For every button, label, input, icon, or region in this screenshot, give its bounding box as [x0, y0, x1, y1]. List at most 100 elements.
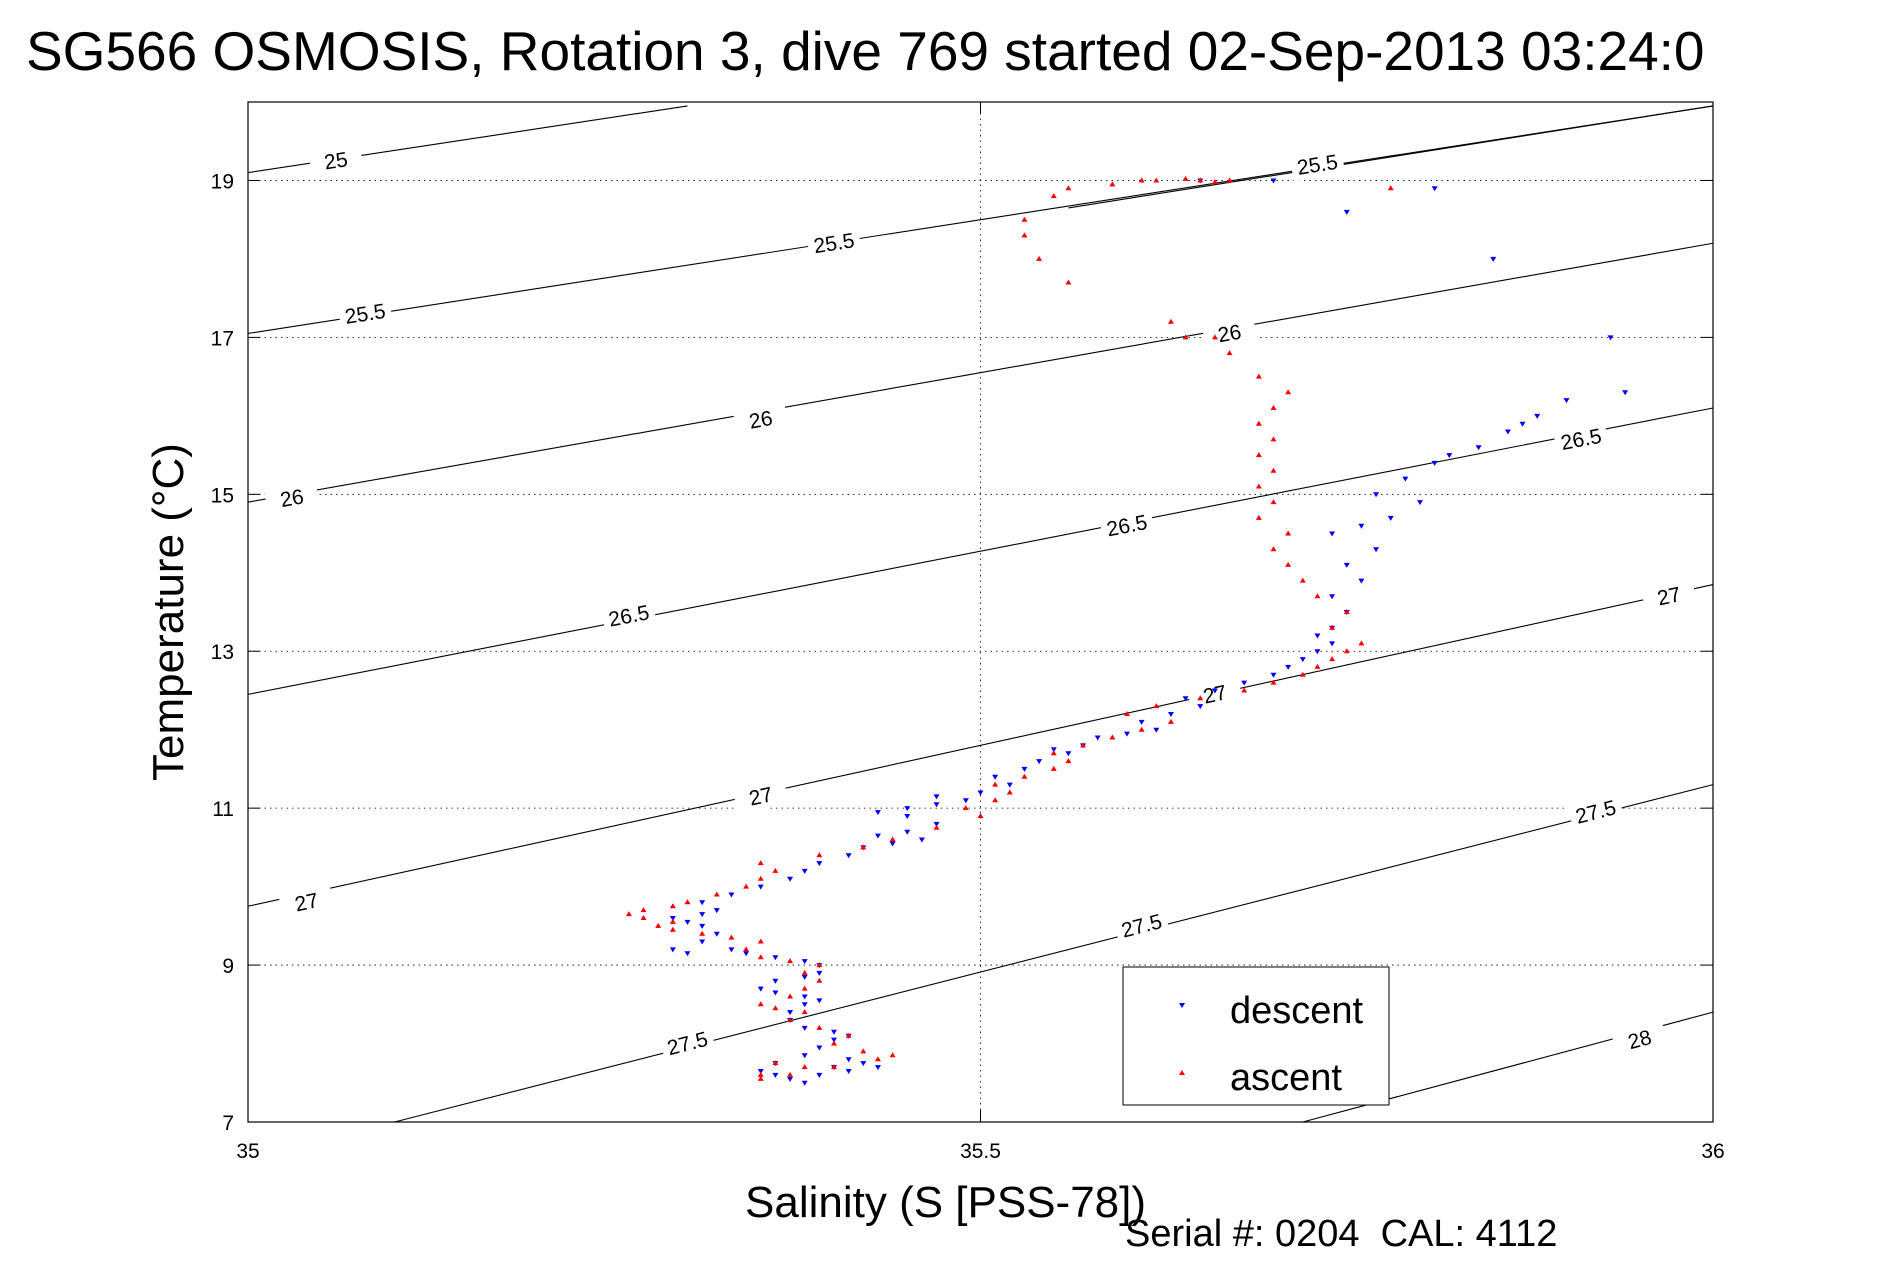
ascent-point	[1270, 436, 1277, 442]
ascent-point	[743, 946, 750, 952]
ascent-point	[1299, 671, 1306, 677]
contour-label: 27.5	[665, 1028, 710, 1060]
descent-point	[801, 1080, 808, 1086]
descent-point	[1050, 747, 1057, 753]
descent-point	[1417, 500, 1423, 506]
ascent-point	[757, 875, 764, 881]
descent-point	[1402, 476, 1409, 482]
descent-point	[874, 810, 881, 816]
ascent-point	[1226, 177, 1233, 183]
descent-point	[1373, 492, 1380, 498]
contour-label-mask	[732, 402, 789, 438]
ascent-point	[1211, 334, 1218, 340]
descent-point	[757, 986, 764, 992]
descent-point	[1065, 751, 1072, 757]
descent-point	[1314, 649, 1321, 655]
y-tick-label: 7	[222, 1112, 234, 1135]
descent-series	[669, 178, 1629, 1086]
ascent-point	[713, 891, 720, 897]
contour-line-27-5	[394, 784, 1714, 1123]
descent-point	[1431, 460, 1438, 466]
y-axis-label: Temperature (°C)	[144, 443, 193, 781]
ascent-point	[1065, 758, 1072, 764]
y-axis-ticks: 7 9 11 13 15 17 19	[211, 170, 1713, 1135]
descent-point	[1519, 421, 1526, 427]
ascent-point	[757, 1001, 764, 1007]
descent-point	[1211, 688, 1218, 694]
descent-point	[1475, 445, 1482, 451]
ascent-point	[684, 899, 691, 905]
ascent-point	[801, 1064, 808, 1070]
y-tick-label: 13	[211, 641, 234, 664]
ascent-point	[992, 797, 999, 803]
descent-point	[1138, 719, 1145, 725]
descent-point	[874, 833, 881, 839]
ascent-point	[1138, 177, 1145, 183]
ascent-point	[1197, 695, 1204, 701]
descent-point	[801, 994, 808, 1000]
legend-ascent-label: ascent	[1230, 1057, 1342, 1099]
ascent-point	[1255, 452, 1262, 458]
descent-point	[816, 861, 823, 867]
y-tick-label: 11	[212, 798, 234, 821]
ascent-point	[889, 836, 896, 842]
legend-ascent-marker	[1179, 1070, 1185, 1075]
descent-point	[1358, 578, 1365, 584]
ascent-point	[1050, 193, 1057, 199]
descent-point	[831, 1037, 837, 1043]
ascent-point	[933, 824, 940, 830]
contour-label-mask	[1186, 676, 1244, 713]
contour-label: 27.5	[1573, 796, 1618, 828]
ascent-point	[640, 907, 647, 913]
ascent-point	[1314, 593, 1321, 599]
descent-point	[816, 970, 823, 976]
contour-label: 25	[323, 148, 350, 174]
descent-point	[1167, 712, 1174, 717]
ascent-point	[1197, 177, 1204, 183]
ascent-point	[977, 813, 984, 818]
ascent-point	[860, 1048, 867, 1054]
ascent-point	[1211, 179, 1218, 185]
ascent-point	[1387, 185, 1394, 191]
ascent-point	[1021, 232, 1028, 238]
descent-point	[1270, 672, 1277, 678]
contour-label-mask	[732, 778, 789, 815]
descent-point	[699, 939, 706, 945]
descent-point	[1021, 766, 1028, 772]
ascent-point	[757, 954, 764, 960]
descent-point	[757, 884, 764, 890]
descent-point	[743, 951, 750, 957]
ascent-point	[669, 918, 676, 924]
ascent-point	[1006, 789, 1013, 795]
ascent-point	[1226, 350, 1233, 356]
ascent-point	[816, 1024, 823, 1030]
ascent-point	[801, 969, 808, 975]
descent-point	[801, 1002, 808, 1008]
descent-point	[904, 806, 911, 812]
ascent-point	[992, 781, 999, 787]
ascent-point	[1285, 389, 1292, 395]
ascent-point	[787, 958, 794, 964]
ascent-point	[699, 930, 706, 936]
descent-point	[977, 790, 984, 796]
descent-point	[1329, 641, 1336, 647]
grid-lines	[248, 102, 1713, 1122]
ascent-point	[1124, 711, 1130, 716]
ascent-point	[831, 1040, 837, 1046]
ascent-point	[845, 1032, 852, 1038]
ascent-point	[1153, 177, 1160, 183]
ascent-point	[1255, 483, 1262, 489]
ascent-point	[1270, 679, 1277, 685]
legend: descent ascent	[1122, 966, 1390, 1106]
descent-point	[772, 978, 779, 984]
ascent-point	[1065, 279, 1072, 285]
ascent-point	[772, 1060, 779, 1066]
ascent-point	[757, 860, 764, 866]
ascent-point	[772, 867, 779, 873]
descent-point	[1241, 680, 1248, 686]
contour-label-mask	[1098, 507, 1156, 544]
plot-frame	[247, 101, 1714, 1123]
ascent-point	[816, 977, 823, 983]
ascent-point	[1036, 255, 1043, 261]
descent-point	[1358, 523, 1365, 529]
